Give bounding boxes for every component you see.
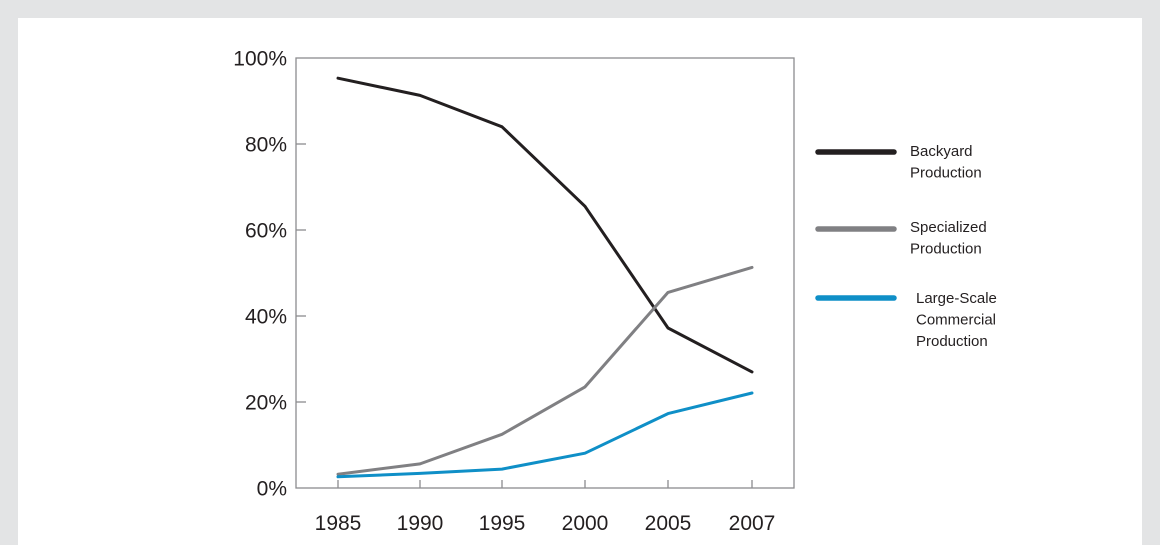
y-tick-label: 60% <box>245 220 287 243</box>
series-line-0 <box>336 76 754 374</box>
x-tick-label: 2000 <box>562 512 609 535</box>
legend-item: Specialized Production <box>815 219 987 258</box>
y-axis: 0% 20% 40% 60% 80% 100% <box>233 48 306 501</box>
legend-label: Production <box>910 165 982 182</box>
legend-label: Large-Scale <box>916 290 997 307</box>
x-axis: 1985 1990 1995 2000 2005 2007 <box>315 480 776 535</box>
legend-item: Large-Scale Commercial Production <box>815 290 997 350</box>
x-tick-label: 2007 <box>729 512 776 535</box>
legend-label: Commercial <box>916 312 996 329</box>
y-tick-label: 80% <box>245 134 287 157</box>
series-line-1 <box>336 265 754 476</box>
x-tick-label: 1995 <box>479 512 526 535</box>
legend-label: Production <box>916 333 988 350</box>
y-tick-label: 100% <box>233 48 287 71</box>
chart-panel <box>18 18 1142 545</box>
legend: BackyardProductionSpecializedProductionL… <box>815 143 997 350</box>
y-tick-label: 40% <box>245 306 287 329</box>
legend-item: Backyard Production <box>815 143 982 182</box>
legend-label: Production <box>910 241 982 258</box>
y-tick-label: 20% <box>245 392 287 415</box>
plot-area <box>295 57 795 489</box>
y-tick-label: 0% <box>257 478 287 501</box>
series-line-2 <box>336 391 754 479</box>
x-tick-label: 2005 <box>645 512 692 535</box>
x-tick-label: 1990 <box>397 512 444 535</box>
series-lines <box>336 76 754 479</box>
legend-label: Specialized <box>910 219 987 236</box>
legend-label: Backyard <box>910 143 973 160</box>
x-tick-label: 1985 <box>315 512 362 535</box>
